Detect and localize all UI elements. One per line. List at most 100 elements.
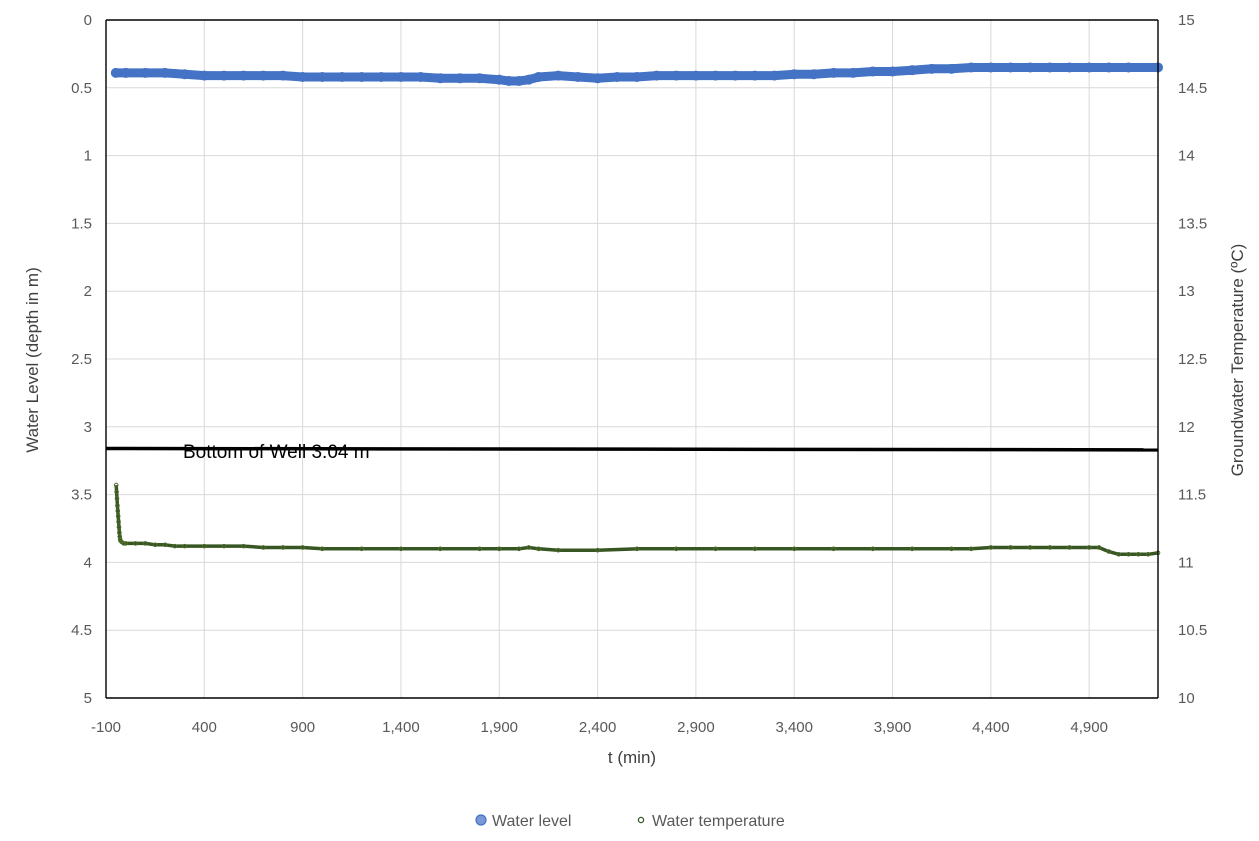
water-temperature-point [526,545,532,550]
water-temperature-point [117,530,122,535]
water-temperature-point [555,547,561,553]
water-temperature-point [713,546,718,552]
water-level-point [1064,62,1075,73]
water-temperature-point [831,546,836,552]
water-temperature-point [359,546,364,552]
water-level-point [238,70,249,81]
y-left-tick-label: 5 [84,690,92,707]
water-temperature-point [634,546,640,552]
water-level-point [926,63,937,74]
water-temperature-point [261,545,266,550]
water-level-point [907,65,918,76]
water-temperature-point [752,546,758,552]
water-temperature-point [1086,545,1092,550]
water-level-point [789,69,800,80]
water-temperature-point [595,547,600,553]
y-left-tick-label: 1.5 [71,215,92,232]
water-temperature-point [398,546,404,552]
water-temperature-point [949,546,954,552]
water-temperature-point [182,543,187,549]
x-tick-label: 3,900 [874,719,912,736]
water-temperature-point [172,543,178,549]
y-left-tick-label: 3.5 [71,487,92,504]
water-temperature-point [437,546,443,552]
water-level-point [631,71,642,82]
water-level-point [828,67,839,78]
water-level-point [769,70,780,81]
water-level-point [258,70,269,81]
water-level-point [710,70,721,81]
y-left-tick-label: 0.5 [71,80,92,97]
water-temperature-point [1136,551,1141,557]
y-right-tick-label: 13 [1178,283,1195,300]
water-temperature-point [477,546,482,552]
water-temperature-point [673,546,679,552]
series-water-temperature-line [114,484,1159,557]
water-temperature-point [1145,551,1151,557]
water-level-point [808,69,819,80]
water-level-point [1044,62,1055,73]
water-temperature-point [300,545,305,550]
x-tick-label: 400 [192,719,217,736]
water-level-point [199,70,210,81]
water-level-point [277,70,288,81]
water-temperature-point [202,543,207,549]
y-right-tick-label: 10 [1178,690,1195,707]
water-level-point [1025,62,1036,73]
water-level-point [985,62,996,73]
water-level-point [946,63,957,74]
water-level-point [454,73,465,84]
x-tick-label: 4,900 [1070,719,1108,736]
y-right-tick-label: 14 [1178,148,1195,165]
x-tick-label: 2,400 [579,719,617,736]
y-left-tick-label: 2 [84,283,92,300]
x-tick-label: 3,400 [775,719,813,736]
water-temperature-point [115,513,121,519]
water-level-point [474,73,485,84]
water-temperature-point [791,546,797,552]
y-right-tick-label: 13.5 [1178,215,1207,232]
water-level-point [572,71,583,82]
water-temperature-point [1008,545,1013,550]
water-level-point [504,76,515,87]
water-temperature-point [1126,551,1131,557]
water-temperature-point [123,541,128,546]
water-level-point [887,66,898,77]
legend-label-water-level: Water level [492,813,571,830]
y-right-tick-label: 12.5 [1178,351,1207,368]
water-level-point [317,71,328,82]
legend-label-water-temperature: Water temperature [652,813,785,830]
y-left-tick-label: 2.5 [71,351,92,368]
water-temperature-point [1116,551,1121,557]
y-right-tick-label: 15 [1178,12,1195,29]
water-temperature-point [221,543,227,549]
x-tick-label: -100 [91,719,121,736]
x-tick-label: 1,900 [480,719,518,736]
water-level-point [179,69,190,80]
water-level-point [140,67,151,78]
water-level-point [1103,62,1114,73]
y-axis-right-title: Groundwater Temperature (ºC) [1228,244,1247,477]
water-level-point [297,71,308,82]
water-level-point [848,67,859,78]
water-level-point [336,71,347,82]
water-level-point [435,73,446,84]
y-right-tick-label: 12 [1178,419,1195,436]
grid [106,20,1158,698]
water-level-point [867,66,878,77]
water-level-point [120,67,131,78]
water-temperature-point [496,546,502,552]
water-level-point [1005,62,1016,73]
water-temperature-point [116,519,121,525]
tick-labels: -100 400 900 1,400 1,900 2,400 2,900 3,400 3,900… [71,12,1207,736]
y-left-tick-label: 4.5 [71,622,92,639]
water-temperature-point [1027,545,1033,550]
x-tick-label: 4,400 [972,719,1010,736]
water-temperature-point [988,545,994,550]
y-right-tick-label: 11.5 [1178,487,1206,504]
water-temperature-point [115,503,120,508]
water-temperature-point [968,546,974,552]
water-temperature-point [133,541,138,546]
water-temperature-point [121,541,126,546]
